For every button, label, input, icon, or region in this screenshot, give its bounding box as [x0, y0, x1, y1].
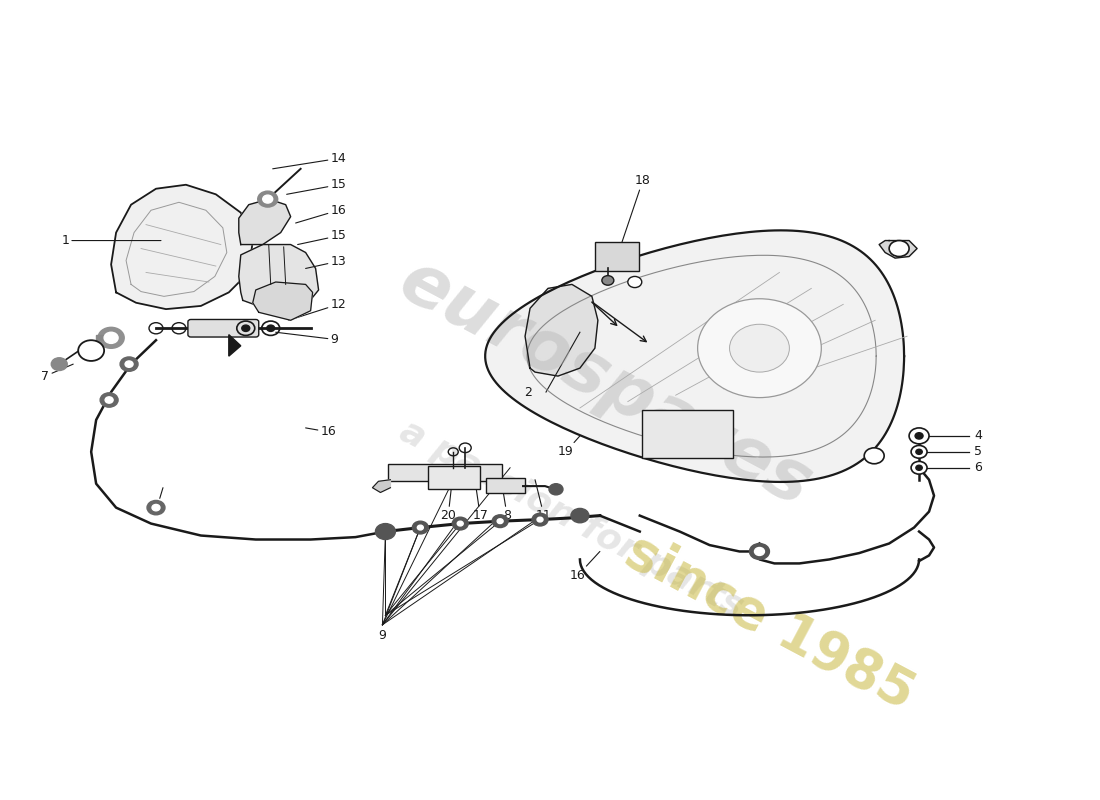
- Circle shape: [417, 525, 424, 530]
- Circle shape: [78, 340, 104, 361]
- Circle shape: [242, 325, 250, 331]
- Text: 12: 12: [288, 298, 346, 320]
- Circle shape: [749, 543, 769, 559]
- Circle shape: [549, 484, 563, 495]
- Circle shape: [537, 517, 543, 522]
- Text: 14: 14: [273, 152, 346, 169]
- Circle shape: [412, 521, 428, 534]
- Circle shape: [497, 518, 503, 523]
- Circle shape: [911, 446, 927, 458]
- Text: 20: 20: [440, 480, 456, 522]
- Text: 13: 13: [306, 254, 346, 269]
- Polygon shape: [239, 245, 319, 312]
- Text: since 1985: since 1985: [616, 526, 923, 721]
- Circle shape: [125, 361, 133, 367]
- Text: 9: 9: [378, 629, 386, 642]
- Circle shape: [104, 332, 118, 343]
- Text: 16: 16: [306, 426, 337, 438]
- Circle shape: [375, 523, 395, 539]
- Circle shape: [915, 433, 923, 439]
- Text: 16: 16: [296, 204, 346, 223]
- Polygon shape: [253, 282, 312, 320]
- Circle shape: [889, 241, 909, 257]
- Polygon shape: [485, 230, 904, 482]
- Text: 9: 9: [276, 332, 339, 346]
- Circle shape: [628, 277, 641, 287]
- Circle shape: [106, 397, 113, 403]
- Circle shape: [492, 515, 508, 527]
- Circle shape: [571, 509, 588, 522]
- Polygon shape: [111, 185, 253, 309]
- Circle shape: [257, 191, 277, 207]
- Circle shape: [52, 358, 67, 370]
- Text: 7: 7: [42, 364, 74, 382]
- Text: a passion for parts: a passion for parts: [395, 414, 749, 625]
- Text: 2: 2: [524, 386, 532, 398]
- Text: 5: 5: [974, 446, 982, 458]
- Circle shape: [120, 357, 138, 371]
- Circle shape: [452, 517, 469, 530]
- FancyBboxPatch shape: [641, 410, 733, 458]
- Polygon shape: [239, 199, 290, 245]
- Text: 17: 17: [472, 468, 488, 522]
- Text: 15: 15: [287, 178, 346, 194]
- Circle shape: [458, 521, 463, 526]
- Circle shape: [266, 325, 275, 331]
- FancyBboxPatch shape: [595, 242, 639, 271]
- Circle shape: [916, 466, 922, 470]
- Circle shape: [532, 514, 548, 526]
- FancyBboxPatch shape: [388, 464, 502, 482]
- Text: 10: 10: [148, 488, 165, 514]
- Circle shape: [911, 462, 927, 474]
- FancyBboxPatch shape: [486, 478, 525, 494]
- FancyBboxPatch shape: [188, 319, 258, 337]
- Text: 1: 1: [62, 234, 161, 247]
- Circle shape: [909, 428, 929, 444]
- FancyBboxPatch shape: [428, 466, 481, 490]
- Text: 6: 6: [974, 462, 982, 474]
- Circle shape: [729, 324, 790, 372]
- Polygon shape: [879, 241, 917, 258]
- Circle shape: [755, 547, 764, 555]
- Circle shape: [865, 448, 884, 464]
- Polygon shape: [229, 334, 241, 356]
- Polygon shape: [373, 480, 390, 493]
- Polygon shape: [525, 285, 598, 376]
- Circle shape: [100, 393, 118, 407]
- Text: 8: 8: [502, 486, 512, 522]
- Circle shape: [152, 505, 160, 511]
- Text: 19: 19: [558, 436, 580, 458]
- Circle shape: [98, 327, 124, 348]
- Text: 16: 16: [570, 551, 600, 582]
- Circle shape: [697, 298, 822, 398]
- Text: eurospares: eurospares: [387, 246, 823, 522]
- Polygon shape: [96, 334, 109, 340]
- Text: 18: 18: [619, 174, 651, 249]
- Circle shape: [602, 276, 614, 285]
- Circle shape: [916, 450, 922, 454]
- Text: 11: 11: [535, 480, 552, 522]
- Text: 4: 4: [974, 430, 982, 442]
- Circle shape: [263, 195, 273, 203]
- Text: 15: 15: [298, 230, 346, 245]
- Circle shape: [147, 501, 165, 515]
